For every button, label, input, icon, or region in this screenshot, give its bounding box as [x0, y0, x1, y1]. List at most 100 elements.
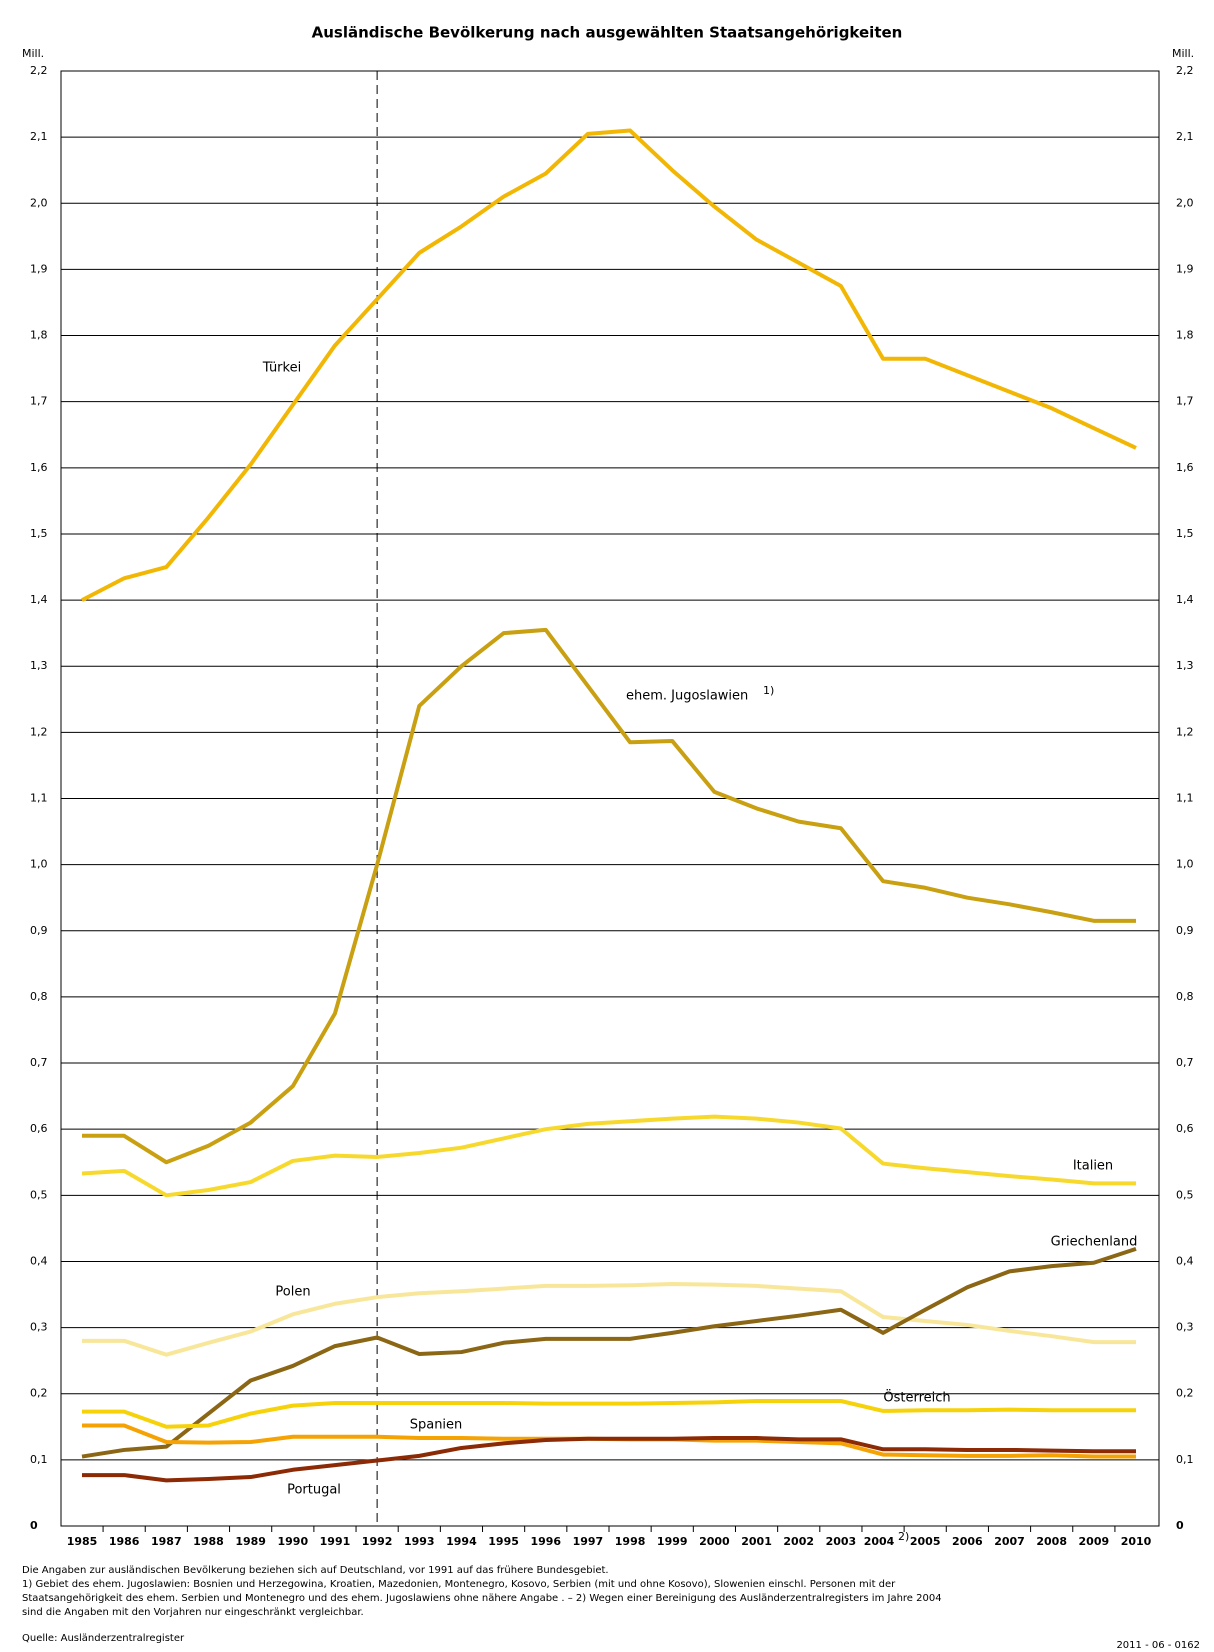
y2-tick-label: 1,1	[1176, 792, 1194, 805]
series-label: Polen	[275, 1285, 310, 1300]
y-tick-label: 1,9	[30, 262, 48, 275]
x-tick-label: 2006	[952, 1535, 983, 1548]
y2-tick-label: 1,2	[1176, 725, 1194, 738]
y-tick-label: 2,1	[30, 130, 48, 143]
x-tick-label: 2001	[741, 1535, 772, 1548]
series-label: Spanien	[410, 1418, 463, 1433]
x-tick-label: 1996	[530, 1535, 561, 1548]
footnote: 1) Gebiet des ehem. Jugoslawien: Bosnien…	[22, 1579, 896, 1590]
series-label-footnote: 1)	[763, 684, 774, 697]
series-label: Griechenland	[1051, 1235, 1138, 1250]
y2-tick-label: 1,5	[1176, 527, 1194, 540]
y-tick-label: 1,6	[30, 461, 48, 474]
y-tick-label: 0,7	[30, 1056, 48, 1069]
code: 2011 - 06 - 0162	[1116, 1640, 1200, 1651]
footnote: Staatsangehörigkeit des ehem. Serbien un…	[22, 1593, 942, 1604]
y2-tick-label: 1,8	[1176, 329, 1194, 342]
series-label: ehem. Jugoslawien	[626, 689, 748, 704]
x-tick-label: 1995	[488, 1535, 519, 1548]
x-tick-label: 1988	[193, 1535, 224, 1548]
y2-tick-label: 2,2	[1176, 64, 1194, 77]
y2-tick-label: 2,0	[1176, 196, 1194, 209]
y-unit: Mill.	[22, 47, 44, 60]
x-tick-label: 1993	[404, 1535, 435, 1548]
series-label: Italien	[1073, 1159, 1113, 1174]
series-line	[82, 627, 1136, 1165]
y-tick-label: 0,6	[30, 1122, 48, 1135]
x-tick-label: 1987	[151, 1535, 182, 1548]
y-tick-label: 1,2	[30, 725, 48, 738]
y2-tick-label: 1,7	[1176, 395, 1194, 408]
y2-tick-label: 0,1	[1176, 1453, 1194, 1466]
y2-tick-label: 0,3	[1176, 1321, 1194, 1334]
y2-tick-label: 0,5	[1176, 1188, 1194, 1201]
y-tick-label: 2,2	[30, 64, 48, 77]
series-line	[82, 1281, 1136, 1357]
series-line	[81, 1246, 1137, 1459]
y-tick-label: 2,0	[30, 196, 48, 209]
y-tick-label: 1,4	[30, 593, 48, 606]
y2-tick-label: 0,9	[1176, 924, 1194, 937]
y2-tick-label: 1,3	[1176, 659, 1194, 672]
footnote: Die Angaben zur ausländischen Bevölkerun…	[22, 1565, 609, 1576]
y2-tick-label: 0,2	[1176, 1387, 1194, 1400]
y-tick-label: 0,4	[30, 1254, 48, 1267]
y-tick-label: 0,5	[30, 1188, 48, 1201]
y2-tick-label: 1,0	[1176, 858, 1194, 871]
x-tick-label: 2005	[910, 1535, 941, 1548]
y2-tick-label: 0,8	[1176, 990, 1194, 1003]
y-tick-label: 0,9	[30, 924, 48, 937]
x-tick-label: 2007	[994, 1535, 1025, 1548]
x-tick-label: 1986	[109, 1535, 140, 1548]
plot-frame	[60, 70, 1160, 1527]
series-label: Österreich	[883, 1389, 950, 1406]
x-tick-label: 2003	[826, 1535, 857, 1548]
y-tick-label: 1,7	[30, 395, 48, 408]
footnote: sind die Angaben mit den Vorjahren nur e…	[22, 1607, 364, 1618]
series-label: Portugal	[287, 1483, 341, 1498]
y2-tick-label: 1,4	[1176, 593, 1194, 606]
series-label: Türkei	[262, 361, 301, 376]
x-tick-label: 1989	[235, 1535, 266, 1548]
x-tick-footnote: 2)	[898, 1530, 909, 1543]
x-tick-label: 2008	[1036, 1535, 1067, 1548]
y-tick-label: 0	[30, 1519, 38, 1532]
y-tick-label: 0,8	[30, 990, 48, 1003]
x-tick-label: 1999	[657, 1535, 688, 1548]
y-tick-label: 1,1	[30, 792, 48, 805]
y2-tick-label: 0	[1176, 1519, 1184, 1532]
series-line	[82, 1436, 1136, 1483]
x-tick-label: 1998	[615, 1535, 646, 1548]
series-line	[82, 1399, 1136, 1429]
y-tick-label: 1,8	[30, 329, 48, 342]
y2-tick-label: 0,4	[1176, 1254, 1194, 1267]
y2-tick-label: 0,7	[1176, 1056, 1194, 1069]
x-tick-label: 1994	[446, 1535, 477, 1548]
series-line	[81, 128, 1137, 602]
y-tick-label: 1,3	[30, 659, 48, 672]
x-tick-label: 2010	[1121, 1535, 1152, 1548]
series-line	[81, 1114, 1136, 1198]
y-tick-label: 0,2	[30, 1387, 48, 1400]
y2-tick-label: 2,1	[1176, 130, 1194, 143]
chart-title: Ausländische Bevölkerung nach ausgewählt…	[312, 24, 903, 42]
x-tick-label: 1990	[277, 1535, 308, 1548]
x-tick-label: 2000	[699, 1535, 730, 1548]
x-tick-label: 1997	[573, 1535, 604, 1548]
y2-tick-label: 1,9	[1176, 262, 1194, 275]
y-tick-label: 0,1	[30, 1453, 48, 1466]
x-tick-label: 2002	[783, 1535, 814, 1548]
source: Quelle: Ausländerzentralregister	[22, 1633, 185, 1644]
x-tick-label: 1992	[362, 1535, 393, 1548]
y2-tick-label: 1,6	[1176, 461, 1194, 474]
y-tick-label: 1,5	[30, 527, 48, 540]
y-tick-label: 0,3	[30, 1321, 48, 1334]
y-tick-label: 1,0	[30, 858, 48, 871]
y2-unit: Mill.	[1172, 47, 1194, 60]
y2-tick-label: 0,6	[1176, 1122, 1194, 1135]
x-tick-label: 2004	[864, 1535, 895, 1548]
x-tick-label: 2009	[1079, 1535, 1110, 1548]
x-tick-label: 1991	[320, 1535, 351, 1548]
x-tick-label: 1985	[67, 1535, 98, 1548]
